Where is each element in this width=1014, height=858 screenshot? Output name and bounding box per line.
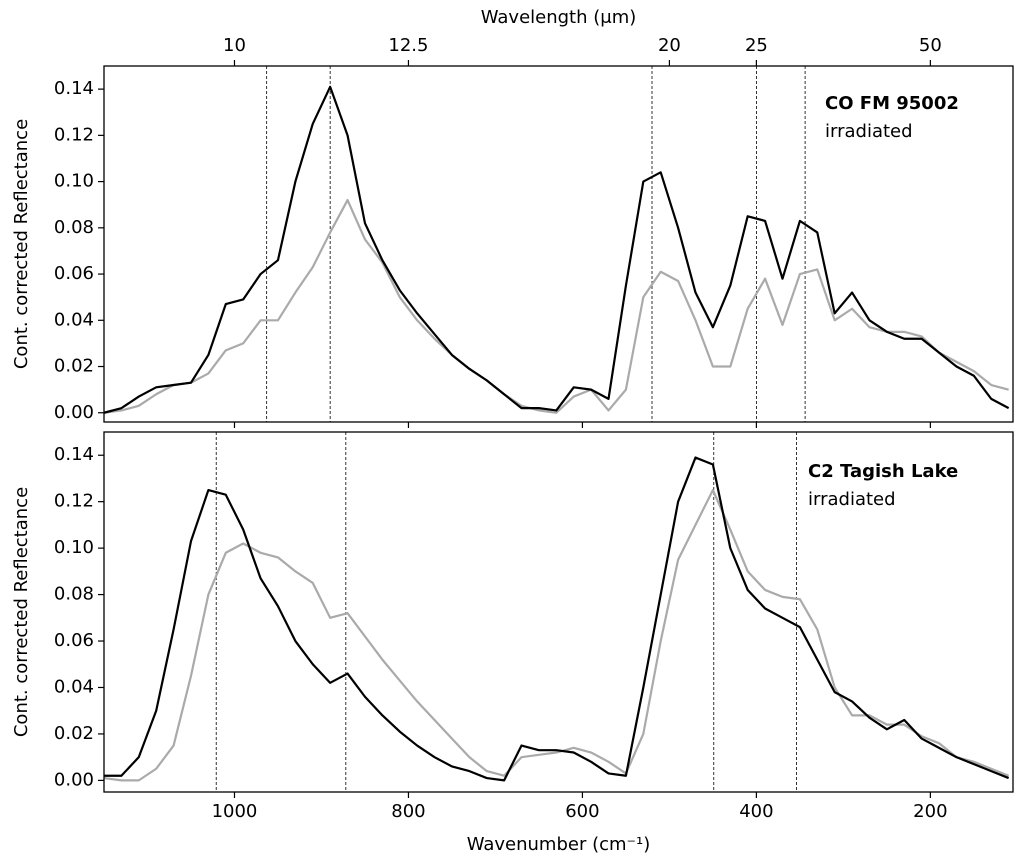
x2-tick-label: 12.5: [388, 35, 428, 56]
y-axis-label: Cont. corrected Reflectance: [11, 119, 32, 369]
y-tick-label: 0.10: [54, 537, 94, 558]
legend-label: C2 Tagish Lake: [808, 461, 958, 482]
y-tick-label: 0.00: [54, 402, 94, 423]
x-axis-label: Wavenumber (cm⁻¹): [467, 834, 651, 855]
x2-tick-label: 20: [658, 35, 681, 56]
y-tick-label: 0.02: [54, 356, 94, 377]
y-tick-label: 0.06: [54, 263, 94, 284]
x-tick-label: 200: [913, 801, 947, 822]
x2-tick-label: 10: [223, 35, 246, 56]
y-tick-label: 0.04: [54, 676, 94, 697]
y-tick-label: 0.06: [54, 630, 94, 651]
y-tick-label: 0.14: [54, 444, 94, 465]
y-axis-label: Cont. corrected Reflectance: [11, 487, 32, 737]
x2-tick-label: 25: [745, 35, 768, 56]
x-tick-label: 1000: [212, 801, 258, 822]
y-tick-label: 0.12: [54, 124, 94, 145]
y-tick-label: 0.08: [54, 217, 94, 238]
plot-frame: [103, 431, 1014, 793]
y-tick-label: 0.04: [54, 309, 94, 330]
data-line: [104, 456, 1010, 782]
x-tick-label: 400: [739, 801, 773, 822]
legend-label: irradiated: [825, 121, 913, 142]
y-tick-label: 0.02: [54, 723, 94, 744]
data-line: [103, 198, 1009, 414]
data-line: [103, 488, 1010, 782]
legend-label: CO FM 95002: [825, 93, 959, 114]
y-tick-label: 0.08: [54, 584, 94, 605]
legend-label: irradiated: [808, 489, 896, 510]
data-line: [103, 85, 1010, 414]
y-tick-label: 0.10: [54, 171, 94, 192]
x-tick-label: 800: [391, 801, 425, 822]
y-tick-label: 0.14: [54, 78, 94, 99]
y-tick-label: 0.00: [54, 769, 94, 790]
x-tick-label: 600: [565, 801, 599, 822]
x2-tick-label: 50: [919, 35, 942, 56]
plot-frame: [103, 65, 1014, 423]
y-tick-label: 0.12: [54, 491, 94, 512]
x2-axis-label: Wavelength (μm): [481, 7, 637, 28]
